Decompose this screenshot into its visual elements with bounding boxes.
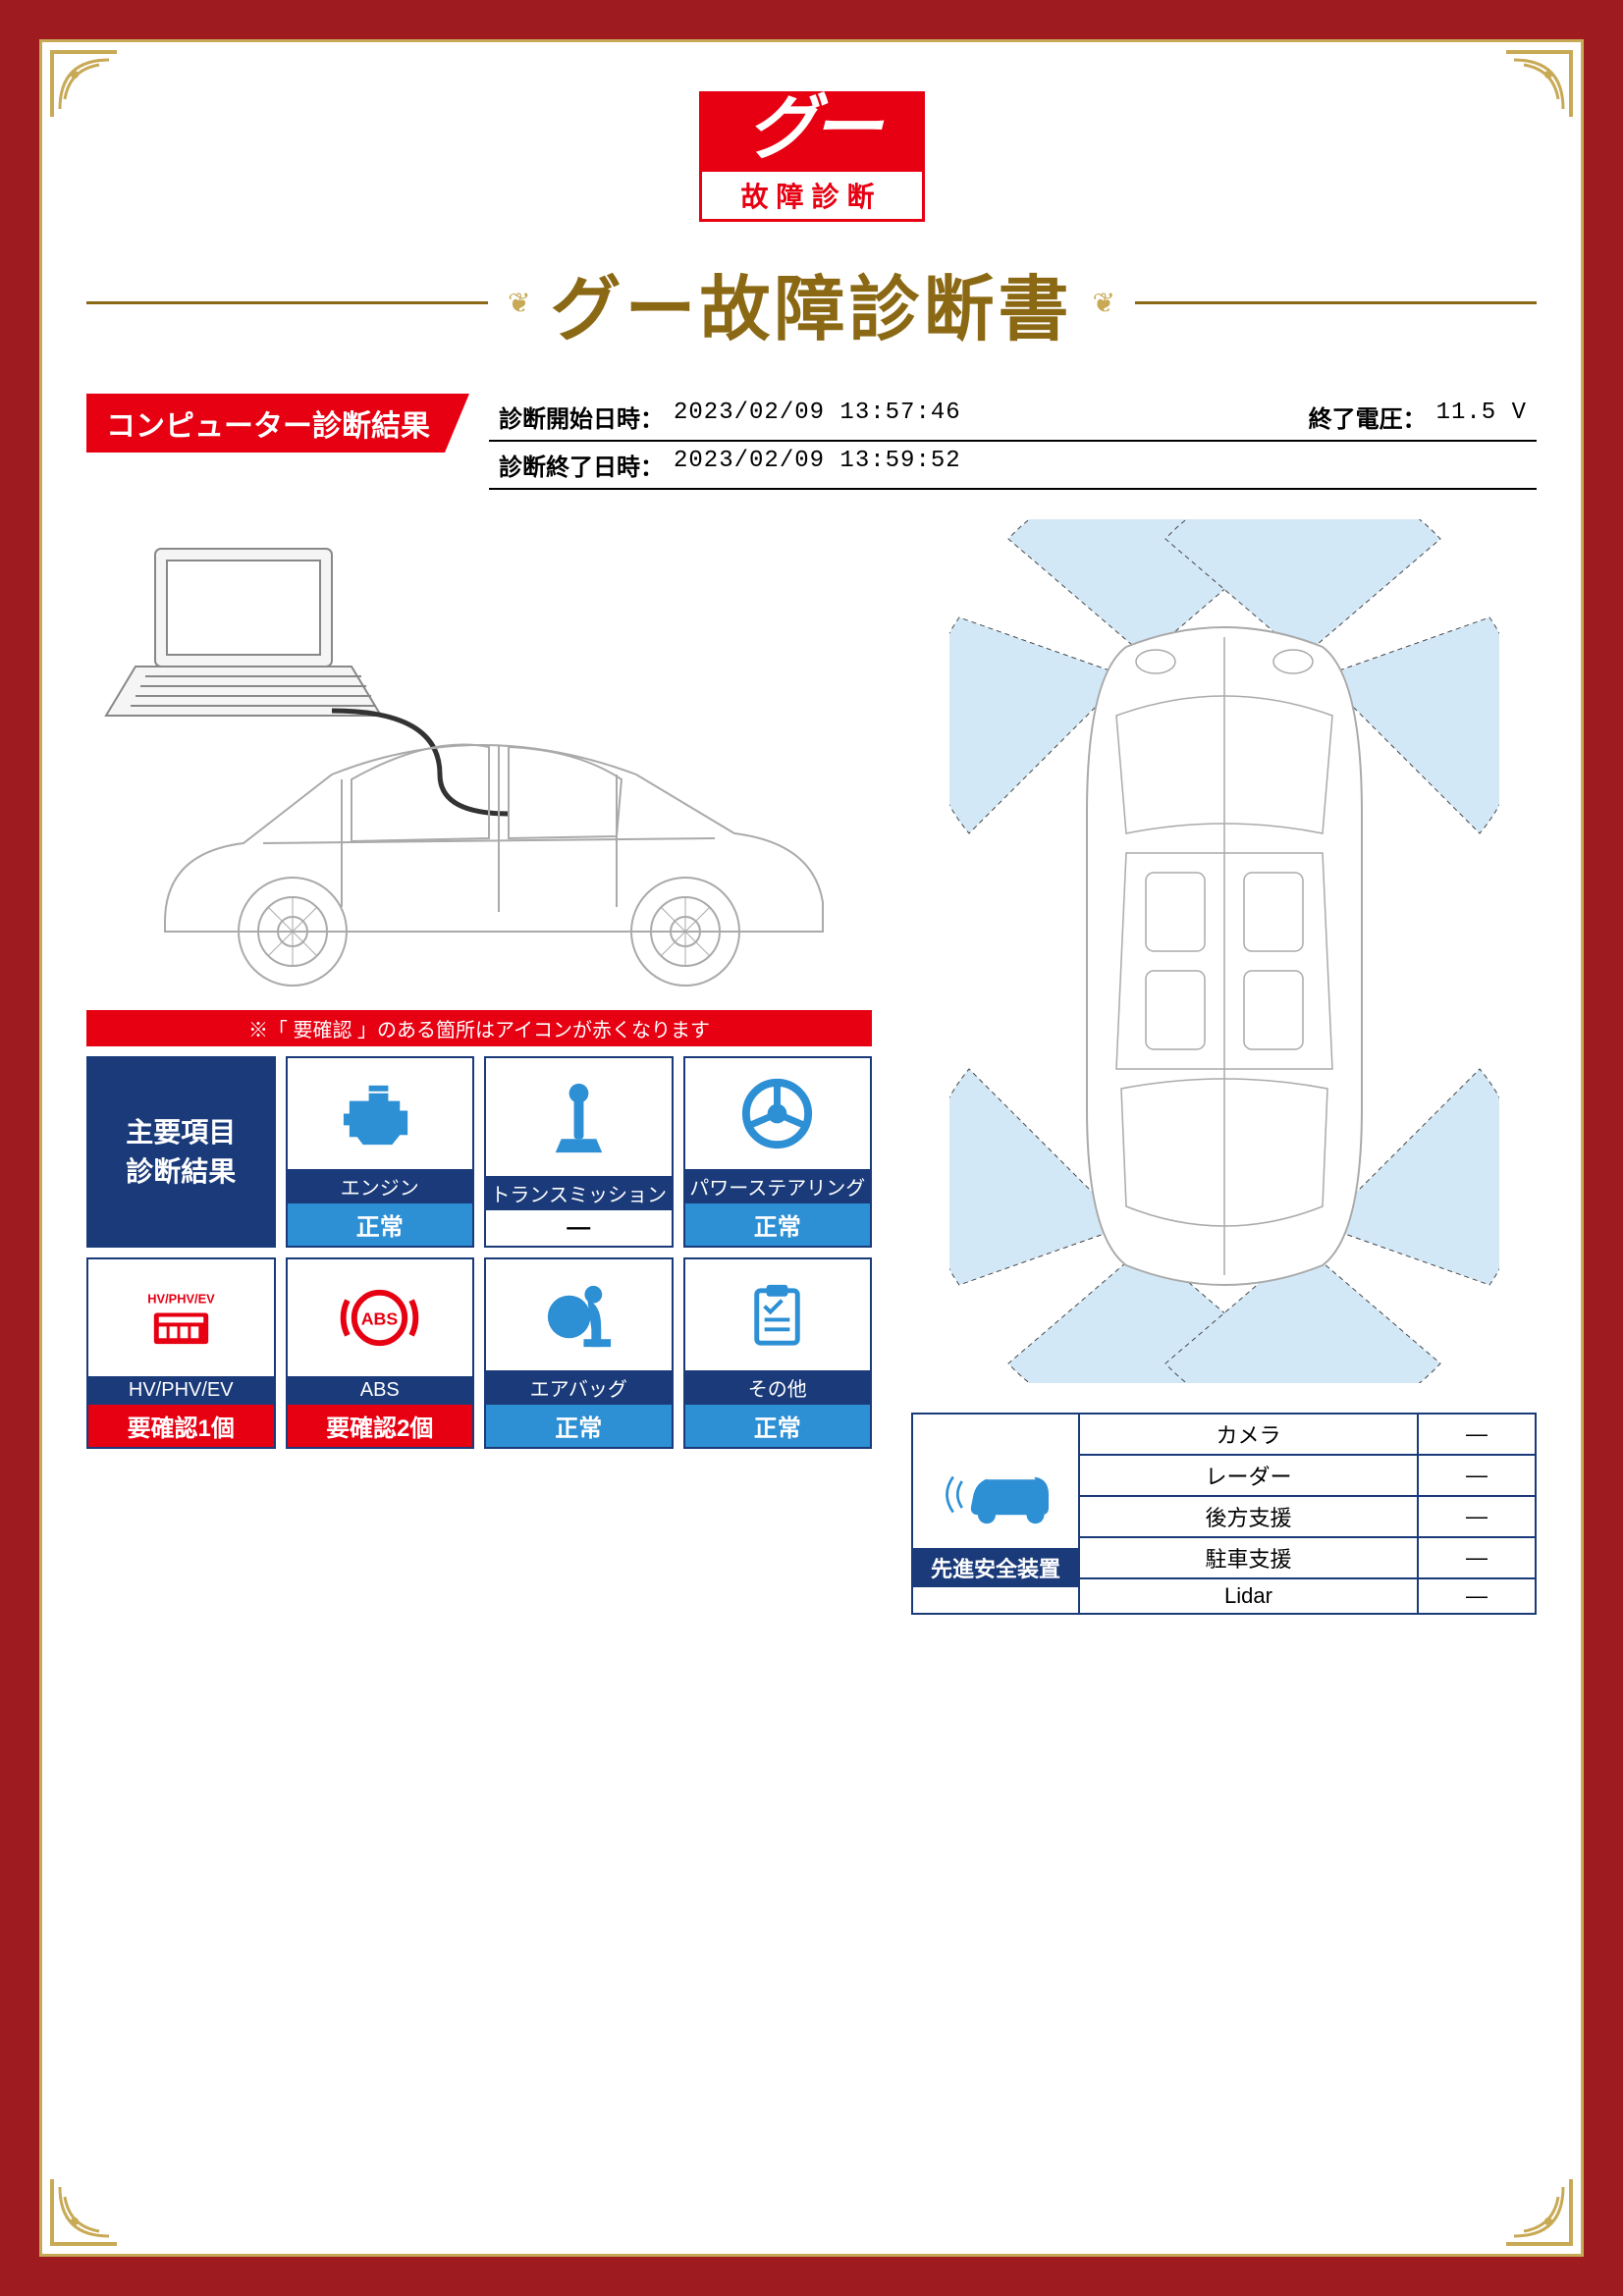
diag-cell: その他 正常 [683,1257,873,1449]
safety-row-label: 駐車支援 [1079,1537,1418,1578]
diag-status: 正常 [685,1203,871,1246]
car-side-diagram: ※「 要確認 」のある箇所はアイコンが赤くなります 主要項目 診断結果 エンジン… [86,519,872,1615]
flourish-icon: ❦ [1093,287,1115,319]
end-time-label: 診断終了日時： [499,448,664,482]
diag-label: パワーステアリング [685,1169,871,1203]
steering-icon [685,1058,871,1169]
safety-row-label: Lidar [1079,1578,1418,1614]
diag-cell: トランスミッション — [484,1056,674,1248]
diag-label: その他 [685,1370,871,1405]
safety-row-value: — [1418,1414,1536,1455]
safety-row-label: カメラ [1079,1414,1418,1455]
safety-row-label: レーダー [1079,1455,1418,1496]
safety-icon-cell: 先進安全装置 [912,1414,1079,1614]
diag-cell: エンジン 正常 [286,1056,475,1248]
document-title-row: ❦ グー故障診断書 ❦ [86,251,1537,354]
corner-ornament-icon [50,50,119,119]
diag-cell: エアバッグ 正常 [484,1257,674,1449]
voltage-label: 終了電圧： [1309,400,1427,434]
voltage-value: 11.5 V [1436,400,1527,434]
diag-label: エアバッグ [486,1370,672,1405]
document-title: グー故障診断書 [551,251,1073,354]
diagnostic-info: 診断開始日時： 2023/02/09 13:57:46 終了電圧： 11.5 V… [489,394,1537,490]
diag-header-cell: 主要項目 診断結果 [86,1056,276,1248]
diag-cell: HV/PHV/EV HV/PHV/EV 要確認1個 [86,1257,276,1449]
diag-status: — [486,1210,672,1246]
diag-label: トランスミッション [486,1176,672,1210]
engine-icon [288,1058,473,1169]
safety-row-value: — [1418,1496,1536,1537]
diag-status: 正常 [288,1203,473,1246]
document-frame: グー 故障診断 ❦ グー故障診断書 ❦ コンピューター診断結果 診断開始日時： … [39,39,1584,2257]
diag-label: HV/PHV/EV [88,1376,274,1405]
car-sensor-icon [927,1446,1064,1534]
diag-label: ABS [288,1376,473,1405]
diag-status: 正常 [486,1405,672,1447]
logo-top-text: グー [699,91,925,172]
svg-text:ABS: ABS [361,1308,399,1328]
corner-ornament-icon [1504,50,1573,119]
diagram-row: ※「 要確認 」のある箇所はアイコンが赤くなります 主要項目 診断結果 エンジン… [86,519,1537,1615]
corner-ornament-icon [50,2177,119,2246]
safety-table: 先進安全装置 カメラ — レーダー— 後方支援— 駐車支援— Lidar— [911,1413,1537,1615]
start-time-value: 2023/02/09 13:57:46 [674,400,961,434]
hvev-icon: HV/PHV/EV [88,1259,274,1376]
safety-row-label: 後方支援 [1079,1496,1418,1537]
start-time-label: 診断開始日時： [499,400,664,434]
section-tag: コンピューター診断結果 [86,394,469,453]
diagnostic-grid: 主要項目 診断結果 エンジン 正常 トランスミッション — パワーステアリング … [86,1056,872,1449]
diag-label: エンジン [288,1169,473,1203]
airbag-icon [486,1259,672,1370]
car-top-diagram: 先進安全装置 カメラ — レーダー— 後方支援— 駐車支援— Lidar— [911,519,1537,1615]
svg-text:HV/PHV/EV: HV/PHV/EV [147,1292,215,1307]
abs-icon: ABS [288,1259,473,1376]
logo-bottom-text: 故障診断 [699,172,925,222]
other-icon [685,1259,871,1370]
safety-row-value: — [1418,1578,1536,1614]
end-time-value: 2023/02/09 13:59:52 [674,448,961,482]
note-bar: ※「 要確認 」のある箇所はアイコンが赤くなります [86,1010,872,1046]
safety-row-value: — [1418,1455,1536,1496]
diag-cell: ABS ABS 要確認2個 [286,1257,475,1449]
diag-status: 要確認1個 [88,1405,274,1447]
section-header: コンピューター診断結果 診断開始日時： 2023/02/09 13:57:46 … [86,394,1537,490]
flourish-icon: ❦ [508,287,530,319]
diag-cell: パワーステアリング 正常 [683,1056,873,1248]
transmission-icon [486,1058,672,1176]
diag-header-text: 主要項目 診断結果 [126,1113,236,1190]
diag-status: 要確認2個 [288,1405,473,1447]
safety-row-value: — [1418,1537,1536,1578]
brand-logo: グー 故障診断 [699,91,925,222]
safety-header: 先進安全装置 [911,1548,1080,1587]
diag-status: 正常 [685,1405,871,1447]
corner-ornament-icon [1504,2177,1573,2246]
